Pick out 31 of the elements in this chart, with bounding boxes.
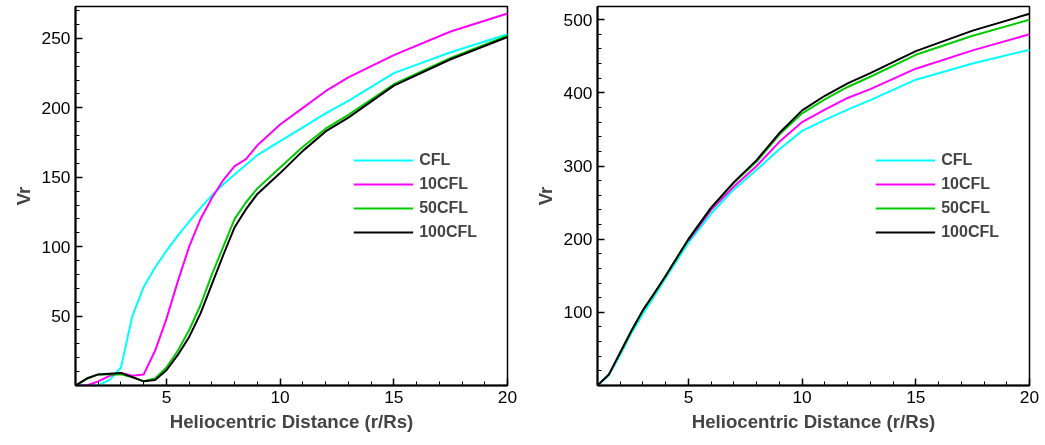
legend-label: 100CFL bbox=[419, 222, 477, 241]
y-tick-label: 300 bbox=[563, 156, 593, 176]
y-tick-label: 150 bbox=[41, 167, 71, 188]
legend-label: 10CFL bbox=[941, 174, 991, 193]
line-series bbox=[687, 33, 1030, 242]
y-axis-title: Vr bbox=[534, 186, 556, 206]
legend-label: CFL bbox=[419, 150, 451, 169]
y-tick-label: 200 bbox=[41, 97, 71, 118]
y-tick-label: 250 bbox=[41, 28, 71, 49]
legend-label: CFL bbox=[941, 150, 973, 169]
y-tick-label: 100 bbox=[41, 236, 71, 257]
x-axis-title: Heliocentric Distance (r/Rs) bbox=[691, 410, 936, 432]
y-tick-label: 500 bbox=[563, 9, 593, 30]
x-tick-label: 20 bbox=[497, 386, 518, 407]
y-tick-label: 100 bbox=[563, 302, 593, 323]
x-tick-label: 10 bbox=[270, 386, 290, 407]
y-tick-label: 200 bbox=[563, 229, 593, 250]
x-tick-label: 15 bbox=[384, 386, 404, 407]
legend-label: 100CFL bbox=[941, 222, 999, 241]
x-tick-label: 5 bbox=[161, 386, 172, 407]
x-tick-label: 10 bbox=[792, 386, 812, 407]
x-tick-label: 15 bbox=[906, 386, 926, 407]
y-axis-title: Vr bbox=[12, 186, 34, 206]
legend-label: 50CFL bbox=[941, 198, 991, 217]
x-tick-label: 5 bbox=[683, 386, 694, 407]
legend-label: 10CFL bbox=[419, 174, 469, 193]
y-tick-label: 50 bbox=[51, 306, 71, 327]
y-tick-label: 400 bbox=[563, 82, 593, 103]
legend-label: 50CFL bbox=[419, 198, 469, 217]
x-tick-label: 20 bbox=[1019, 386, 1040, 407]
x-axis-title: Heliocentric Distance (r/Rs) bbox=[169, 410, 414, 432]
